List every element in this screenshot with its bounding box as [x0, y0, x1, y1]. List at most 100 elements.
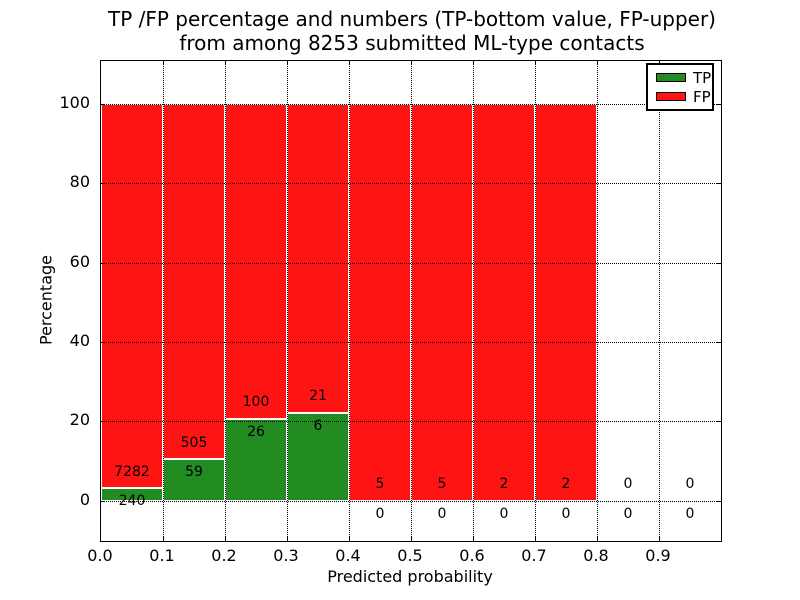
chart-title-line1: TP /FP percentage and numbers (TP-bottom… — [108, 7, 716, 31]
fp-count-label: 0 — [685, 476, 695, 493]
y-tick-label: 40 — [69, 331, 90, 351]
gridline-horizontal — [101, 183, 721, 185]
bar-fp-segment — [535, 103, 597, 501]
legend-entry-fp: FP — [656, 89, 712, 105]
fp-count-label: 7282 — [114, 463, 150, 480]
fp-count-label: 2 — [499, 476, 509, 493]
x-tick-mark-top — [597, 61, 598, 65]
fp-count-label: 0 — [623, 476, 633, 493]
chart-title-line2: from among 8253 submitted ML-type contac… — [179, 31, 645, 55]
x-tick-mark — [411, 537, 412, 541]
fp-count-label: 21 — [309, 388, 327, 404]
fp-count-label: 505 — [180, 434, 208, 451]
y-tick-mark — [101, 103, 105, 105]
y-tick-mark-right — [717, 342, 721, 344]
x-tick-mark — [473, 537, 474, 541]
legend-entry-tp: TP — [656, 70, 712, 86]
x-tick-mark-top — [411, 61, 412, 65]
y-tick-mark-right — [717, 103, 721, 105]
x-tick-mark — [225, 537, 226, 541]
gridline-vertical — [411, 61, 412, 541]
gridline-vertical — [225, 61, 226, 541]
x-tick-mark-top — [287, 61, 288, 65]
tp-count-label: 0 — [685, 506, 695, 522]
legend-label-tp: TP — [693, 68, 712, 87]
x-tick-label: 0.8 — [583, 546, 609, 565]
gridline-vertical — [597, 61, 598, 541]
x-tick-label: 0.2 — [211, 546, 237, 565]
gridline-vertical — [659, 61, 660, 541]
fp-count-label: 5 — [375, 476, 385, 493]
gridline-horizontal — [101, 342, 721, 344]
x-tick-mark-top — [225, 61, 226, 65]
bar-fp-segment — [349, 103, 411, 501]
y-tick-label: 0 — [79, 489, 90, 509]
y-tick-mark — [101, 500, 105, 502]
bar-tp-segment — [287, 412, 349, 501]
x-tick-mark — [597, 537, 598, 541]
x-tick-label: 0.6 — [459, 546, 485, 565]
x-tick-mark — [349, 537, 350, 541]
x-tick-mark — [163, 537, 164, 541]
bar-tp-segment — [101, 488, 163, 501]
y-tick-mark-right — [717, 262, 721, 264]
tp-count-label: 0 — [375, 506, 385, 522]
bar-fp-segment — [287, 103, 349, 413]
gridline-horizontal — [101, 500, 721, 502]
bar-fp-segment — [163, 103, 225, 460]
bar-fp-segment — [101, 103, 163, 489]
x-tick-label: 0.7 — [521, 546, 547, 565]
x-tick-label: 0.9 — [645, 546, 671, 565]
chart-title: TP /FP percentage and numbers (TP-bottom… — [6, 7, 800, 55]
y-tick-label: 60 — [69, 251, 90, 271]
y-tick-mark — [101, 342, 105, 344]
bar-fp-segment — [411, 103, 473, 501]
bar-tp-segment — [225, 418, 287, 501]
y-tick-mark-right — [717, 183, 721, 185]
x-tick-mark — [535, 537, 536, 541]
gridline-vertical — [473, 61, 474, 541]
plot-area: 7282 240 505 59 100 26 21 6 5 0 5 0 2 0 2 0 0 0 0 0 — [100, 60, 722, 542]
gridline-horizontal — [101, 103, 721, 105]
y-tick-mark-right — [717, 500, 721, 502]
gridline-vertical — [163, 61, 164, 541]
x-tick-label: 0.3 — [273, 546, 299, 565]
fp-count-label: 2 — [561, 476, 571, 493]
bar-tp-segment — [163, 459, 225, 501]
gridline-vertical — [287, 61, 288, 541]
y-tick-label: 100 — [59, 92, 90, 112]
tp-count-label: 0 — [437, 506, 447, 522]
x-axis-label: Predicted probability — [327, 567, 493, 586]
tp-count-label: 6 — [313, 417, 323, 434]
x-tick-mark — [659, 537, 660, 541]
tp-count-label: 59 — [185, 464, 203, 481]
y-tick-mark — [101, 183, 105, 185]
x-tick-label: 0.4 — [335, 546, 361, 565]
tp-count-label: 0 — [499, 506, 509, 522]
tp-count-label: 0 — [561, 506, 571, 522]
x-tick-mark-top — [349, 61, 350, 65]
tp-count-label: 26 — [247, 424, 265, 441]
gridline-horizontal — [101, 262, 721, 264]
legend-swatch-tp-icon — [656, 73, 686, 82]
x-tick-label: 0.1 — [149, 546, 175, 565]
y-tick-mark-right — [717, 421, 721, 423]
gridline-horizontal — [101, 421, 721, 423]
legend-swatch-fp-icon — [656, 92, 686, 101]
y-tick-mark — [101, 421, 105, 423]
tp-count-label: 240 — [118, 493, 146, 510]
gridline-vertical — [535, 61, 536, 541]
x-tick-mark — [287, 537, 288, 541]
y-tick-label: 20 — [69, 410, 90, 430]
y-tick-mark — [101, 262, 105, 264]
y-tick-label: 80 — [69, 172, 90, 192]
gridline-vertical — [349, 61, 350, 541]
legend-label-fp: FP — [693, 87, 711, 106]
x-tick-mark-top — [535, 61, 536, 65]
fp-count-label: 5 — [437, 476, 447, 493]
x-tick-mark-top — [473, 61, 474, 65]
x-tick-mark-top — [163, 61, 164, 65]
x-tick-label: 0.5 — [397, 546, 423, 565]
bar-fp-segment — [225, 103, 287, 419]
